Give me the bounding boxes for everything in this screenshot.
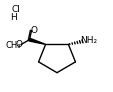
Text: O: O <box>30 26 37 35</box>
Text: H: H <box>10 13 17 22</box>
Text: NH₂: NH₂ <box>79 36 96 45</box>
Text: O: O <box>15 40 22 49</box>
Polygon shape <box>29 38 45 44</box>
Text: CH₃: CH₃ <box>6 41 21 50</box>
Text: Cl: Cl <box>11 5 20 14</box>
